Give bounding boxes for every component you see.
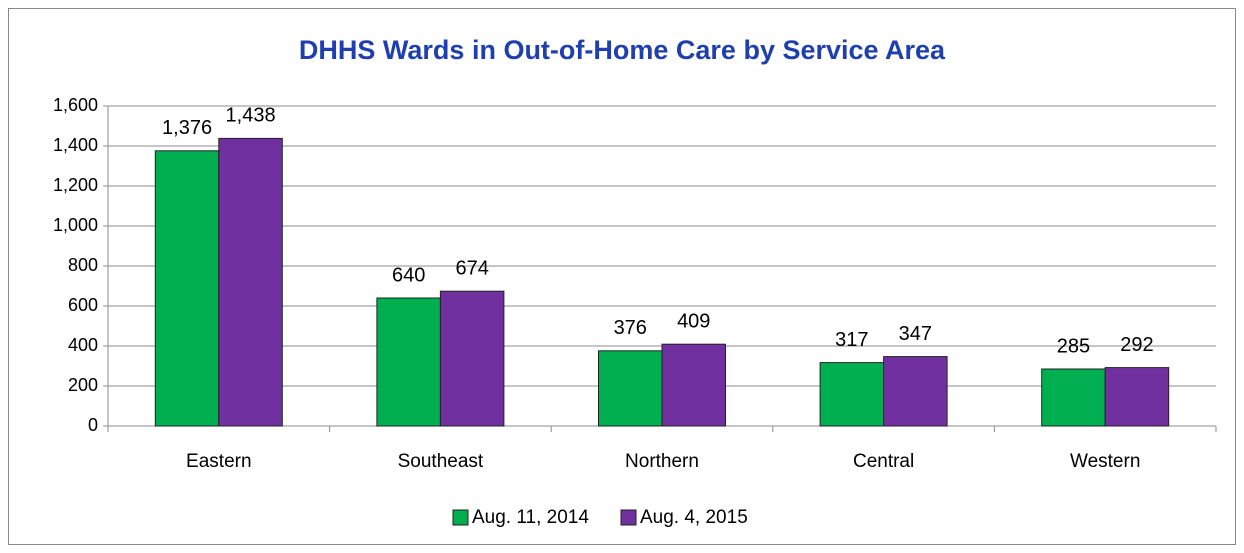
bar — [154, 150, 220, 427]
legend-label: Aug. 4, 2015 — [640, 507, 748, 528]
bar — [1104, 367, 1170, 427]
y-tick-label: 400 — [68, 335, 98, 355]
bar — [439, 290, 505, 427]
data-label: 347 — [899, 323, 932, 345]
x-tick-label: Eastern — [186, 451, 251, 472]
legend-swatch — [620, 509, 637, 526]
y-tick-label: 1,600 — [53, 95, 98, 115]
y-tick-label: 200 — [68, 375, 98, 395]
legend-swatch — [452, 509, 469, 526]
x-tick-label: Central — [853, 451, 914, 472]
y-tick-label: 600 — [68, 295, 98, 315]
x-tick-label: Western — [1070, 451, 1140, 472]
y-tick-label: 1,000 — [53, 215, 98, 235]
bar — [598, 350, 663, 427]
x-tick-label: Northern — [625, 451, 699, 472]
data-label: 376 — [614, 317, 647, 339]
data-label: 674 — [455, 257, 488, 279]
data-label: 409 — [677, 310, 710, 332]
data-label: 640 — [392, 264, 425, 286]
y-tick-label: 800 — [68, 255, 98, 275]
bar — [376, 297, 441, 427]
data-label: 292 — [1120, 334, 1153, 356]
x-tick-label: Southeast — [398, 451, 484, 472]
y-tick-label: 0 — [88, 415, 98, 435]
data-label: 317 — [835, 329, 868, 351]
chart-title: DHHS Wards in Out-of-Home Care by Servic… — [299, 35, 946, 65]
legend-label: Aug. 11, 2014 — [472, 507, 589, 528]
data-label: 1,438 — [226, 105, 276, 127]
bar — [661, 343, 726, 427]
bar — [218, 137, 283, 427]
data-label: 1,376 — [162, 117, 212, 139]
bar — [883, 356, 948, 427]
y-tick-label: 1,200 — [53, 175, 98, 195]
bar — [1041, 368, 1106, 427]
bar — [819, 362, 885, 427]
y-tick-label: 1,400 — [53, 135, 98, 155]
data-label: 285 — [1057, 335, 1090, 357]
